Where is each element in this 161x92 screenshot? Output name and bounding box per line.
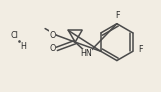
Text: F: F <box>138 45 143 54</box>
Text: O: O <box>50 31 56 40</box>
Text: Cl: Cl <box>10 31 18 40</box>
Text: O: O <box>50 44 56 53</box>
Text: F: F <box>116 11 120 20</box>
Text: HN: HN <box>80 49 92 58</box>
Text: H: H <box>20 43 26 51</box>
